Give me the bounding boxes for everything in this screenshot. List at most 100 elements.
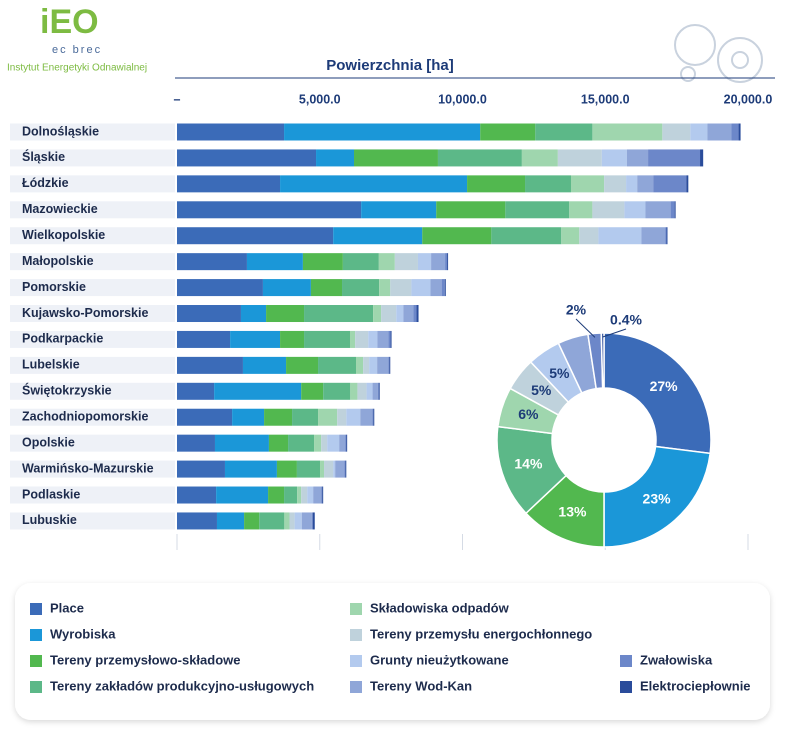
bar-segment [686,175,689,193]
bar-segment [670,201,675,219]
bar-segment [444,279,446,297]
y-tick-label: Małopolskie [22,254,94,268]
bar-segment [177,149,317,167]
legend-label: Zwałowiska [640,652,713,667]
bar-segment [356,356,364,374]
bar-segment [318,408,338,426]
legend-label: Składowiska odpadów [370,600,510,615]
gears [674,24,763,83]
bar-segment [360,408,373,426]
bar-segment [641,227,666,245]
bar-segment [310,279,343,297]
bar-segment [296,460,321,478]
category-band [10,305,175,323]
bar-segment [372,408,374,426]
y-tick-label: Lubelskie [22,358,80,372]
bar-segment [313,486,322,504]
y-tick-label: Kujawsko-Pomorskie [22,306,148,320]
bar-segment [569,201,593,219]
bar-segment [297,486,302,504]
bar-segment [304,305,374,323]
x-tick-label: 10,000.0 [438,92,487,106]
bar-segment [373,305,382,323]
bar-segment [731,123,739,141]
legend-swatch [30,629,42,641]
bar-segment [377,382,379,400]
bar-segment [403,305,414,323]
y-tick-label: Mazowieckie [22,202,98,216]
bar-segment [491,227,562,245]
bar-segment [177,175,281,193]
bar-segment [320,460,325,478]
x-tick-label: 15,000.0 [581,92,630,106]
bar-segment [535,123,593,141]
category-band [10,149,175,167]
bar-segment [437,149,522,167]
y-tick-label: Dolnośląskie [22,124,99,138]
bar-segment [232,408,265,426]
y-tick-label: Warmińsko-Mazurskie [22,461,154,475]
pie-label: 13% [558,504,587,520]
bar-segment [240,305,267,323]
bar-segment [521,149,558,167]
bar-segment [177,279,263,297]
gear [674,24,716,66]
bar-segment [604,175,627,193]
bar-segment [378,382,380,400]
bar-segment [416,305,419,323]
bar-segment [598,227,642,245]
bar-segment [390,330,392,348]
bar-segment [242,356,287,374]
legend-label: Grunty nieużytkowane [370,652,509,667]
category-band [10,330,175,348]
bar-segment [246,253,303,271]
bar-segment [324,460,334,478]
category-band [10,486,175,504]
bar-segment [648,149,701,167]
legend-swatch [30,603,42,615]
bar-segment [301,382,324,400]
bar-segment [467,175,526,193]
bar-segment [321,486,323,504]
pie-label: 14% [514,455,543,471]
legend-label: Place [50,600,84,615]
bar-segment [601,149,627,167]
bar-segment [177,201,362,219]
bar-segment [350,382,358,400]
bar-segment [327,434,340,452]
gear [717,37,763,83]
bar-segment [379,279,391,297]
bar-segment [378,253,395,271]
bar-segment [674,201,676,219]
y-tick-label: Łódzkie [22,176,69,190]
category-band [10,434,175,452]
bar-segment [430,279,442,297]
x-tick-label: – [174,92,181,106]
leader-line [602,328,627,338]
legend-label: Elektrociepłownie [640,678,751,693]
legend-swatch [350,603,362,615]
bar-segment [592,123,663,141]
bar-segment [316,149,355,167]
bar-segment [592,201,625,219]
bar-segment [301,512,312,530]
bar-segment [389,356,391,374]
bar-segment [177,123,285,141]
bar-segment [288,434,315,452]
bar-segment [377,330,389,348]
bar-segment [344,460,346,478]
logo-name: Instytut Energetyki Odnawialnej [7,63,147,74]
bar-segment [637,175,654,193]
legend-label: Tereny przemysłowo-składowe [50,652,241,667]
bar-segment [525,175,571,193]
bar-segment [388,356,390,374]
bar-segment [224,460,277,478]
category-band [10,460,175,478]
gear [731,51,749,69]
category-band [10,253,175,271]
bar-segment [335,460,345,478]
y-tick-label: Świętokrzyskie [22,383,112,398]
bar-segment [447,253,449,271]
bar-segment [177,227,334,245]
bar-segment [177,330,231,348]
